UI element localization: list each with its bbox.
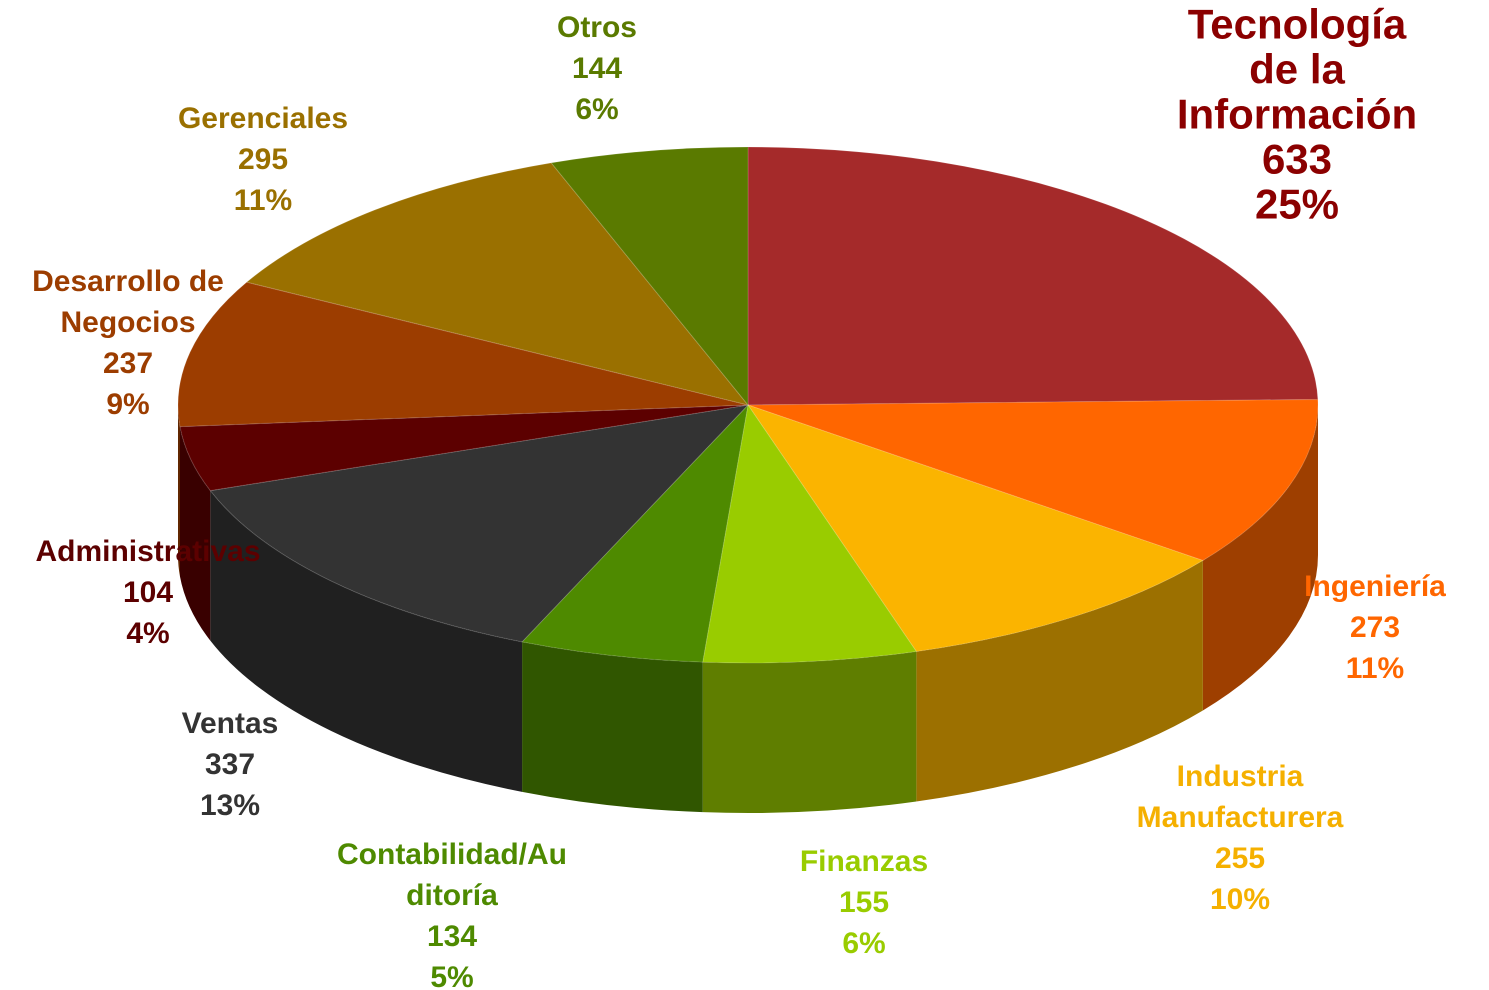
percent-label: 25%: [1255, 180, 1339, 227]
category-label: Administrativas: [35, 535, 260, 568]
percent-label: 6%: [575, 93, 618, 126]
slice-side: [210, 490, 523, 792]
slice-label: Desarrollo de Negocios 237 9%: [32, 265, 224, 421]
category-label: Información: [1177, 90, 1417, 137]
category-label: Tecnología: [1188, 0, 1407, 47]
percent-label: 6%: [842, 927, 885, 960]
slice-label: Ventas 337 13%: [182, 707, 279, 822]
pie-slice: [209, 404, 750, 643]
value-label: 273: [1350, 611, 1400, 644]
slice-side: [180, 426, 211, 641]
category-label: Finanzas: [800, 845, 928, 878]
slice-label: Gerenciales 295 11%: [178, 102, 348, 217]
slice-side: [702, 651, 917, 814]
pie-slice: [177, 281, 749, 428]
pie-sides: [178, 405, 1318, 814]
pie-slice: [521, 403, 749, 663]
slice-label: Ingeniería 273 11%: [1304, 570, 1446, 685]
slice-side: [178, 405, 181, 577]
value-label: 104: [123, 576, 173, 609]
percent-label: 10%: [1210, 883, 1270, 916]
value-label: 155: [839, 886, 889, 919]
value-label: 144: [572, 52, 622, 85]
slice-label: Industria Manufacturera 255 10%: [1137, 760, 1344, 916]
pie-slice: [746, 404, 1205, 653]
value-label: 633: [1262, 135, 1332, 182]
category-label: Ventas: [182, 707, 279, 740]
pie-slice: [702, 403, 918, 664]
category-label: Otros: [557, 11, 637, 44]
percent-label: 11%: [234, 184, 292, 217]
category-label: ditoría: [406, 879, 498, 912]
category-label: de la: [1249, 45, 1345, 92]
pie-slice: [550, 146, 749, 407]
slice-label: Administrativas 104 4%: [35, 535, 260, 650]
pie-slice: [245, 162, 750, 406]
slice-side: [522, 641, 703, 813]
value-label: 237: [103, 347, 153, 380]
category-label: Desarrollo de: [32, 265, 224, 298]
percent-label: 11%: [1346, 652, 1404, 685]
category-label: Manufacturera: [1137, 801, 1344, 834]
value-label: 134: [427, 920, 477, 953]
category-label: Ingeniería: [1304, 570, 1446, 603]
percent-label: 13%: [200, 789, 260, 822]
category-label: Contabilidad/Au: [337, 838, 567, 871]
value-label: 255: [1215, 842, 1265, 875]
percent-label: 5%: [430, 961, 473, 990]
category-label: Industria: [1177, 760, 1304, 793]
category-label: Gerenciales: [178, 102, 348, 135]
slice-side: [916, 560, 1203, 802]
value-label: 295: [238, 143, 288, 176]
slice-label: Contabilidad/Au ditoría 134 5%: [337, 838, 567, 990]
pie-slice: [747, 146, 1319, 406]
percent-label: 4%: [126, 617, 169, 650]
slice-label: Otros 144 6%: [557, 11, 637, 126]
pie-slice: [179, 404, 749, 492]
percent-label: 9%: [106, 388, 149, 421]
value-label: 337: [205, 748, 255, 781]
slice-label: Finanzas 155 6%: [800, 845, 928, 960]
category-label: Negocios: [60, 306, 195, 339]
pie-slice: [747, 398, 1319, 562]
slice-side: [1202, 405, 1318, 711]
